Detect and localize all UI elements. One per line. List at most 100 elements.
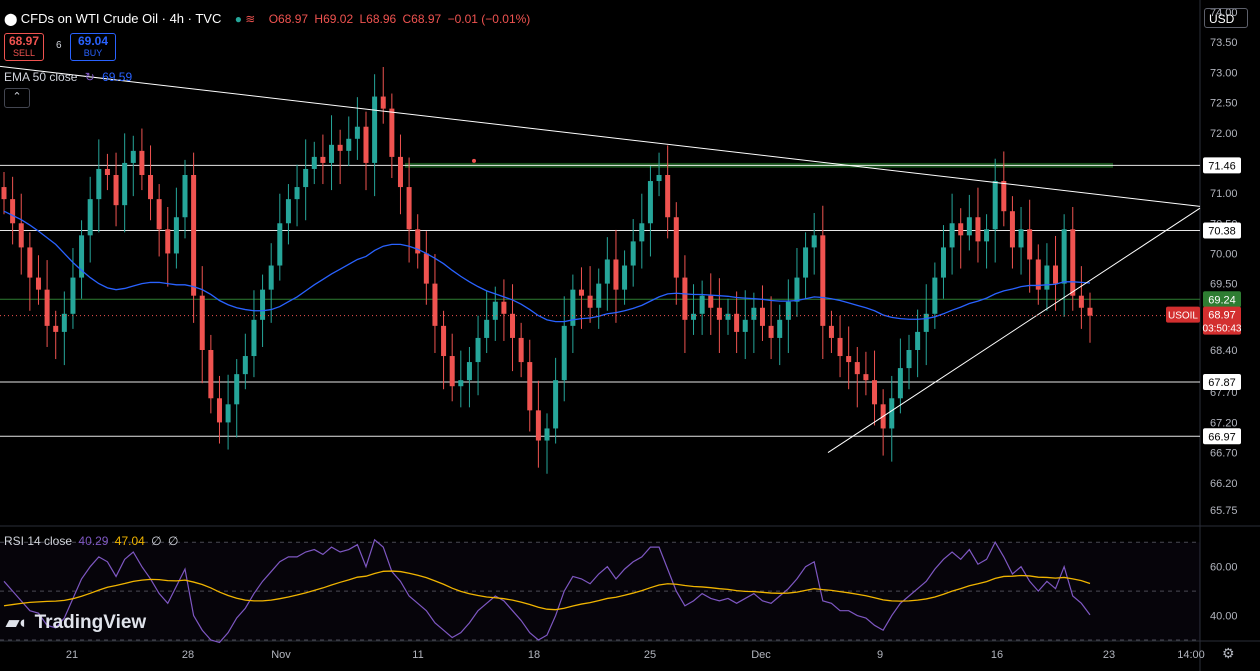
trendline-descending <box>0 65 1201 207</box>
candle-body-27 <box>234 374 240 405</box>
rsi-tick-label-0: 60.00 <box>1210 562 1238 574</box>
price-tick-label-16: 65.75 <box>1210 505 1238 517</box>
sell-price: 68.97 <box>8 34 40 48</box>
price-tick-label-6: 71.00 <box>1210 188 1238 200</box>
candle-body-74 <box>639 223 645 242</box>
candle-body-116 <box>1001 181 1007 212</box>
candle-body-67 <box>578 289 584 296</box>
price-tick-label-2: 73.00 <box>1210 67 1238 79</box>
candle-body-98 <box>846 356 852 363</box>
candle-body-41 <box>354 126 360 139</box>
candle-body-125 <box>1078 295 1084 308</box>
candle-body-56 <box>484 319 490 338</box>
candle-body-60 <box>518 337 524 363</box>
candle-body-49 <box>423 253 429 284</box>
candle-body-83 <box>716 307 722 320</box>
candle-body-76 <box>656 175 662 182</box>
candle-body-39 <box>337 144 343 151</box>
time-tick-label-5: 25 <box>644 649 656 661</box>
candle-body-29 <box>251 319 257 357</box>
ema-loading-icon: ↻ <box>84 70 95 84</box>
candle-body-38 <box>329 144 335 163</box>
candle-body-37 <box>320 156 326 163</box>
candle-body-4 <box>35 277 41 290</box>
ema-value: 69.59 <box>102 70 133 84</box>
candle-body-15 <box>130 150 136 163</box>
candle-body-12 <box>104 168 110 175</box>
candle-body-86 <box>742 319 748 332</box>
candle-body-114 <box>984 229 990 242</box>
candle-body-91 <box>785 301 791 320</box>
collapse-legend-button[interactable]: ⌃ <box>4 88 30 108</box>
candle-body-73 <box>630 241 636 266</box>
candle-body-122 <box>1053 265 1059 284</box>
candle-body-70 <box>604 259 610 284</box>
candle-body-26 <box>225 404 231 423</box>
level-label-2: 69.24 <box>1208 294 1236 306</box>
candle-body-69 <box>596 283 602 308</box>
droplet-icon: ⬤ <box>4 12 18 26</box>
zone-marker <box>472 158 476 163</box>
time-tick-label-10: 14:00 <box>1177 649 1205 661</box>
candle-body-82 <box>708 295 714 308</box>
candle-body-80 <box>691 313 697 320</box>
buy-button[interactable]: 69.04 BUY <box>70 33 116 61</box>
sell-button[interactable]: 68.97 SELL <box>4 33 44 61</box>
currency-selector[interactable]: USD <box>1204 8 1248 28</box>
rsi-line <box>3 538 1091 644</box>
candle-body-23 <box>199 295 205 350</box>
candle-body-72 <box>622 265 628 290</box>
candle-body-111 <box>958 223 964 236</box>
candle-body-120 <box>1035 259 1041 290</box>
rsi-value: 40.29 <box>78 534 109 548</box>
candle-body-9 <box>79 235 85 278</box>
candle-body-34 <box>294 187 300 200</box>
tradingview-logo-text: TradingView <box>34 612 147 633</box>
ohlc-low: L68.96 <box>359 12 397 26</box>
candle-body-17 <box>148 175 154 200</box>
candle-body-19 <box>165 229 171 254</box>
chart-title: CFDs on WTI Crude Oil · 4h · TVC <box>20 11 222 26</box>
candle-body-107 <box>923 313 929 332</box>
candle-body-88 <box>759 307 765 326</box>
candle-body-57 <box>492 301 498 320</box>
price-tick-label-11: 68.40 <box>1210 345 1238 357</box>
price-tick-label-13: 67.20 <box>1210 417 1238 429</box>
candle-body-90 <box>777 319 783 338</box>
tradingview-logo: ▰◖ TradingView <box>6 612 146 634</box>
candle-body-53 <box>458 380 464 387</box>
price-tick-label-9: 69.50 <box>1210 279 1238 291</box>
candle-body-84 <box>725 313 731 320</box>
candle-body-10 <box>87 199 93 236</box>
candle-body-87 <box>751 307 757 320</box>
candle-body-105 <box>906 350 912 369</box>
candle-body-43 <box>372 96 378 163</box>
gear-icon[interactable]: ⚙ <box>1222 645 1235 661</box>
candle-body-32 <box>277 223 283 266</box>
candle-body-110 <box>949 223 955 248</box>
candle-body-36 <box>311 156 317 169</box>
current-price-label: 68.97 <box>1208 310 1236 322</box>
time-tick-label-4: 18 <box>528 649 540 661</box>
candle-body-11 <box>96 168 102 200</box>
candle-body-95 <box>820 235 826 326</box>
level-badge-1 <box>1203 222 1241 239</box>
rsi-band <box>0 542 1200 640</box>
candle-body-78 <box>673 217 679 278</box>
candle-body-106 <box>915 331 921 350</box>
candle-body-52 <box>449 356 455 387</box>
candle-body-89 <box>768 325 774 338</box>
candle-body-81 <box>699 295 705 314</box>
candle-body-21 <box>182 175 188 218</box>
symbol-badge-label: USOIL <box>1168 311 1198 322</box>
candle-body-20 <box>173 217 179 254</box>
time-tick-label-0: 21 <box>66 649 78 661</box>
candle-body-28 <box>242 356 248 375</box>
candle-body-8 <box>70 277 76 314</box>
price-tick-label-15: 66.20 <box>1210 478 1238 490</box>
price-tick-label-4: 72.00 <box>1210 128 1238 140</box>
candle-body-7 <box>61 313 67 332</box>
candle-body-112 <box>966 217 972 236</box>
candle-body-24 <box>208 350 214 399</box>
